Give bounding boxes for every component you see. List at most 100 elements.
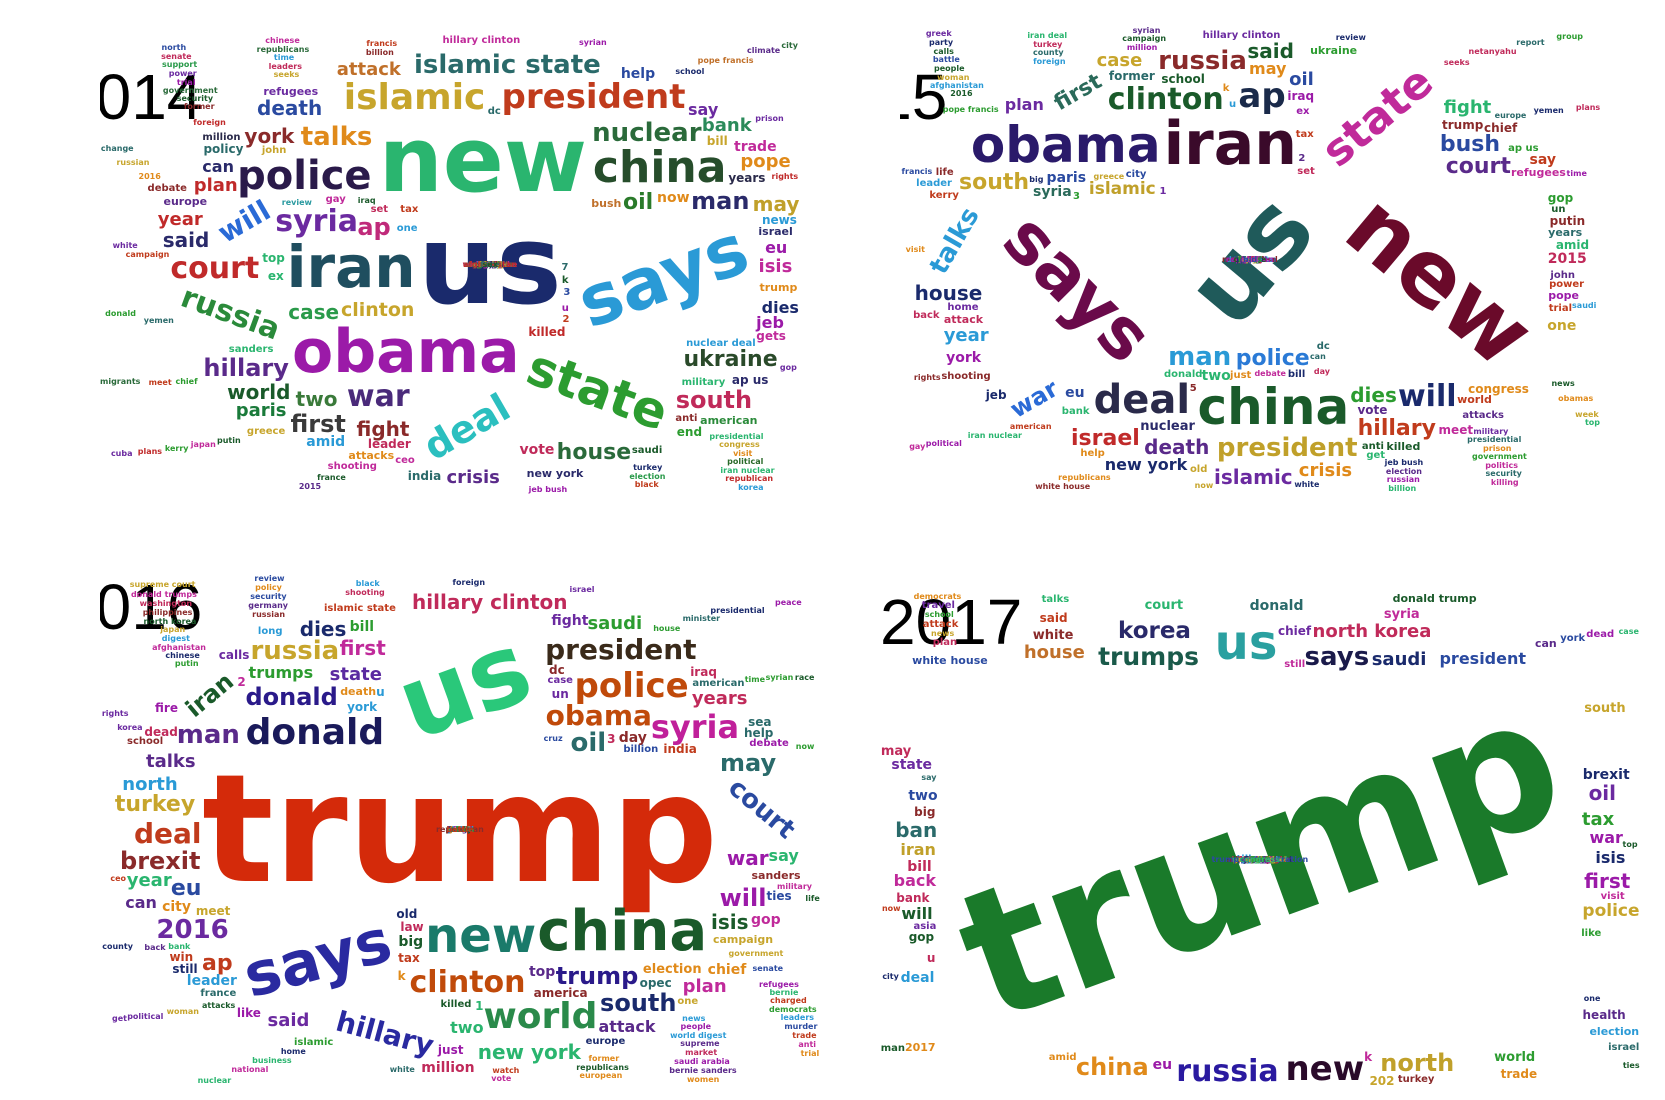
cloud-word: deal [1093,376,1191,423]
cloud-word: gop [908,930,935,945]
cloud-word: greece [246,425,286,437]
cloud-word: fund [449,825,471,834]
cloud-word: big [483,260,498,269]
cloud-word: dc [1316,341,1330,352]
word-cloud-2015: 2015 usnewsaysiranchinaobamastatedealpol… [900,25,1600,495]
cloud-word: say [921,773,937,783]
cloud-word: death [1144,434,1210,459]
cloud-word: states [1246,855,1274,864]
cloud-word: make [448,825,473,834]
cloud-word: dies [299,616,347,641]
cloud-word: jeb bush [1384,458,1424,468]
cloud-word: ban [895,817,938,842]
cloud-word: former [183,102,215,112]
cloud-word: top [262,250,285,265]
cloud-word: france [317,472,346,482]
cloud-word: chinese [1242,855,1278,864]
cloud-word: iran [286,233,416,302]
cloud-word: cruz [543,734,563,744]
cloud-word: donald trump [1392,591,1477,605]
cloud-word: islamic state [1231,855,1289,864]
cloud-word: death [257,96,323,121]
cloud-word: dead [479,260,502,269]
cloud-word: says [236,905,399,1012]
cloud-word: life [935,166,954,178]
cloud-word: fire [155,701,178,716]
cloud-word: just [1251,855,1269,864]
cloud-word: leader [916,178,952,190]
cloud-word: attack [922,618,959,630]
cloud-word: get [482,260,498,269]
cloud-word: debate [147,183,187,195]
cloud-word: said [162,227,210,252]
cloud-word: iraq [690,664,717,679]
cloud-word: putin [1248,855,1272,864]
cloud-word: amid [1555,237,1590,252]
cloud-word: world digest [670,1030,727,1040]
cloud-word: visit [905,244,925,254]
cloud-word: attacks [348,449,395,463]
cloud-word: isis [1595,848,1626,868]
cloud-word: new [378,107,587,213]
cloud-word: pope [740,151,791,173]
cloud-word: gop [779,362,797,372]
cloud-word: battle [932,55,960,65]
cloud-word: million [1244,855,1276,864]
cloud-word: gets [756,329,786,344]
cloud-word: merkel [1244,855,1276,864]
cloud-word: new york [477,1040,581,1065]
cloud-word: cuba [1239,255,1261,264]
cloud-word: gay [909,442,926,452]
cloud-word: climate [1233,255,1267,264]
cloud-word: party [478,260,503,269]
cloud-word: say [768,845,799,865]
cloud-word: hillary clinton [1202,29,1281,41]
cloud-word: former [1244,855,1276,864]
cloud-word: fight [356,416,410,441]
cloud-word: school [127,735,164,747]
cloud-word: now [795,742,815,752]
cloud-word: china [537,899,708,965]
cloud-word: refugees [1511,165,1566,179]
cloud-word: week [1575,409,1599,419]
cloud-word: south [600,988,677,1017]
cloud-word: death [340,684,377,698]
cloud-word: new york [1104,454,1188,474]
cloud-word: top [528,963,556,980]
cloud-word: 3 [607,732,616,747]
cloud-word: county [1032,48,1064,58]
cloud-word: new [1285,1048,1365,1089]
cloud-word: tax [400,204,419,216]
cloud-word: prison [446,825,475,834]
cloud-word: get [112,1013,127,1023]
cloud-word: anti [675,412,698,424]
cloud-word: saudi [631,445,663,457]
cloud-word: un [1551,204,1566,216]
cloud-word: u [1229,99,1237,111]
cloud-word: north [1237,255,1263,264]
cloud-word: government [1472,452,1527,462]
cloud-word: congress [719,440,760,450]
cloud-word: old [483,260,497,269]
cloud-word: war [1589,828,1623,848]
cloud-word: big [1029,175,1044,185]
cloud-word: pope [1548,289,1579,303]
cloud-word: plan [193,174,238,196]
cloud-word: korea [117,723,143,733]
cloud-word: syria [1033,184,1072,201]
cloud-word: peace [476,260,504,269]
cloud-word: crisis [1248,855,1272,864]
cloud-word: trial [1548,303,1573,315]
cloud-word: korea [738,483,764,493]
cloud-word: leader [1245,855,1275,864]
cloud-word: woman [474,260,507,269]
cloud-word: 2015 [1547,250,1587,267]
cloud-word: case [288,300,340,325]
cloud-word: york [347,700,378,715]
cloud-word: global [446,825,474,834]
cloud-word: turkey [1397,1074,1435,1086]
cloud-word: will [901,903,933,923]
cloud-word: dc [549,662,565,677]
cloud-word: politics [1485,460,1518,470]
cloud-word: man [880,1042,906,1054]
